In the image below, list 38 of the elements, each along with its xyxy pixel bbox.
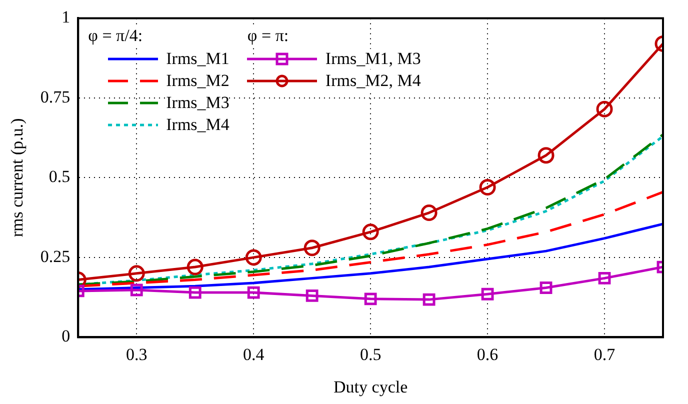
point: [304, 240, 320, 256]
y-axis-title: rms current (p.u.): [8, 118, 27, 238]
legend-label: Irms_M1, M3: [325, 49, 421, 70]
point: [420, 204, 438, 222]
y-tick-label: 0: [62, 326, 70, 346]
x-tick-label: 0.6: [476, 344, 498, 364]
point: [247, 286, 260, 299]
point: [188, 286, 202, 299]
point: [186, 258, 204, 276]
legend-label: Irms_M1: [166, 49, 230, 70]
point: [538, 147, 554, 164]
x-tick-label: 0.4: [242, 344, 265, 364]
y-tick-label: 0.25: [40, 246, 70, 266]
point: [540, 282, 552, 294]
x-axis-title: Duty cycle: [334, 377, 408, 396]
point: [364, 292, 377, 306]
legend-label: Irms_M3: [166, 93, 230, 114]
legend-label: Irms_M4: [166, 115, 230, 136]
point: [306, 290, 318, 302]
annotation: φ = π/4:: [88, 26, 143, 46]
point: [130, 284, 143, 296]
point: [422, 293, 436, 306]
y-tick-label: 0.75: [40, 87, 70, 106]
point: [481, 288, 494, 300]
y-tick-label: 0.5: [48, 167, 70, 186]
x-tick-label: 0.7: [594, 344, 616, 364]
legend-label: Irms_M2, M4: [325, 71, 421, 92]
x-tick-label: 0.3: [126, 344, 148, 364]
point: [362, 224, 379, 240]
point: [596, 100, 613, 118]
point: [245, 249, 262, 266]
legend-label: Irms_M2: [166, 71, 230, 92]
point: [598, 272, 611, 284]
point: [479, 179, 496, 196]
y-tick-label: 1: [62, 8, 70, 27]
annotation: φ = π:: [247, 26, 289, 46]
x-tick-label: 0.5: [360, 344, 382, 364]
point: [128, 265, 145, 282]
